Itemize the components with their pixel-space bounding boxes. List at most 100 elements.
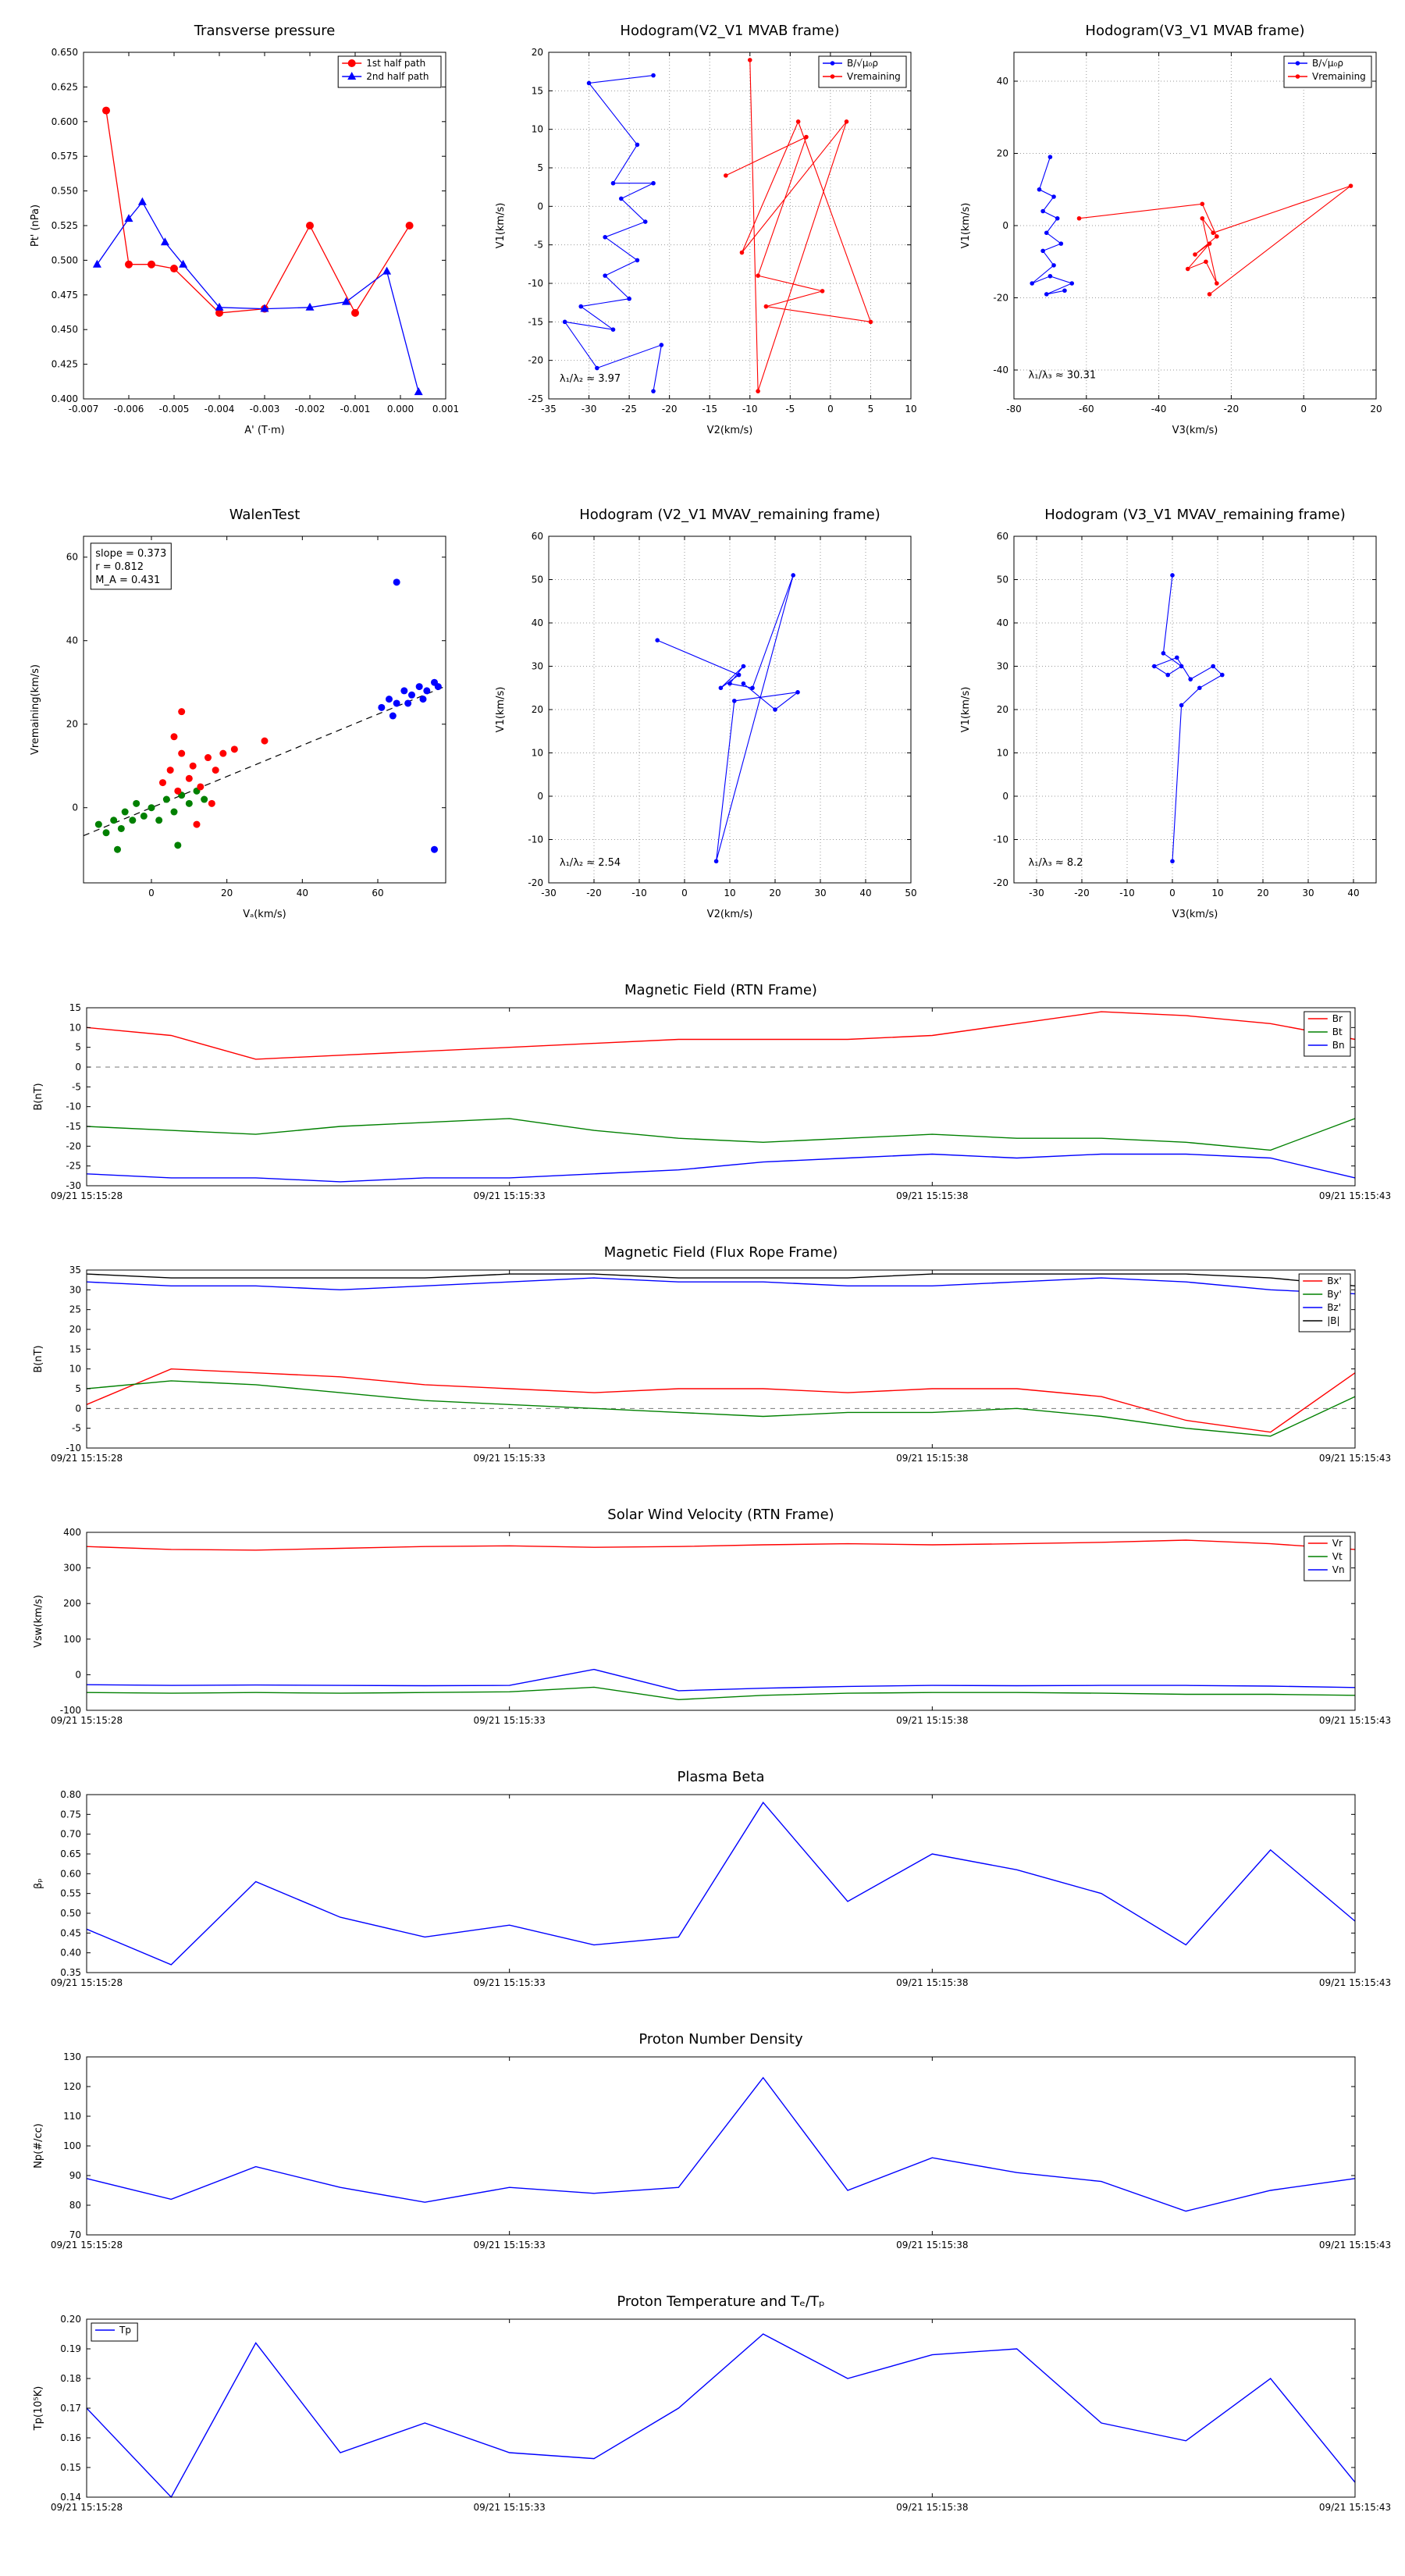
svg-text:110: 110	[63, 2111, 81, 2122]
svg-text:130: 130	[63, 2051, 81, 2062]
svg-text:10: 10	[532, 748, 543, 759]
svg-text:09/21 15:15:33: 09/21 15:15:33	[474, 1715, 546, 1726]
svg-text:V1(km/s): V1(km/s)	[960, 203, 972, 249]
svg-text:-10: -10	[528, 278, 543, 289]
svg-text:Vremaining: Vremaining	[847, 71, 901, 82]
svg-text:09/21 15:15:33: 09/21 15:15:33	[474, 1977, 546, 1988]
svg-text:20: 20	[997, 704, 1008, 715]
chart-hodogram-v2v1-mvab: Hodogram(V2_V1 MVAB frame) -35 -30 -25 -20-…	[477, 20, 927, 449]
svg-text:35: 35	[69, 1265, 81, 1276]
svg-text:20: 20	[1370, 404, 1382, 415]
svg-text:30: 30	[814, 888, 826, 898]
chart-title: Magnetic Field (Flux Rope Frame)	[603, 1244, 838, 1261]
svg-text:70: 70	[69, 2229, 81, 2240]
svg-text:V2(km/s): V2(km/s)	[707, 425, 753, 436]
chart-plot-magnetic-field-rtn: 09/21 15:15:28 09/21 15:15:33 09/21 15:15:…	[5, 1002, 1400, 1212]
chart-title: Solar Wind Velocity (RTN Frame)	[607, 1507, 834, 1523]
svg-text:10: 10	[997, 748, 1008, 759]
svg-text:-0.006: -0.006	[114, 404, 144, 415]
svg-text:09/21 15:15:38: 09/21 15:15:38	[896, 1715, 968, 1726]
svg-text:10: 10	[69, 1364, 81, 1375]
svg-text:30: 30	[69, 1284, 81, 1295]
svg-text:20: 20	[66, 719, 78, 730]
chart-hodogram-v3v1-mvab: Hodogram(V3_V1 MVAB frame) -80 -60 -40 -20 0…	[942, 20, 1392, 449]
svg-text:40: 40	[859, 888, 871, 898]
svg-text:-15: -15	[702, 404, 717, 415]
svg-text:09/21 15:15:33: 09/21 15:15:33	[474, 1453, 546, 1464]
svg-text:2nd half path: 2nd half path	[366, 71, 429, 82]
svg-text:20: 20	[532, 47, 543, 58]
svg-text:0.550: 0.550	[52, 186, 78, 197]
svg-text:100: 100	[63, 2140, 81, 2151]
svg-text:0.55: 0.55	[60, 1888, 81, 1899]
svg-text:0.001: 0.001	[432, 404, 459, 415]
svg-text:Tp: Tp	[119, 2325, 131, 2336]
svg-text:λ₁/λ₂ ≈ 3.97: λ₁/λ₂ ≈ 3.97	[560, 373, 621, 385]
svg-text:V3(km/s): V3(km/s)	[1172, 425, 1218, 436]
svg-text:Bt: Bt	[1332, 1026, 1343, 1037]
svg-text:1st half path: 1st half path	[366, 58, 425, 69]
svg-text:-20: -20	[993, 877, 1008, 888]
svg-text:60: 60	[372, 888, 383, 898]
svg-text:Vsw(km/s): Vsw(km/s)	[33, 1595, 44, 1648]
svg-text:-40: -40	[993, 365, 1008, 375]
svg-text:-5: -5	[534, 240, 543, 251]
svg-text:-30: -30	[582, 404, 597, 415]
svg-text:0.18: 0.18	[60, 2373, 81, 2384]
chart-plot-hodogram-v2v1-mvav: -30 -20 -10 0 10 20 30 40 50 -20 -10 0 10 20 30 40 50 60 V…	[477, 527, 927, 933]
svg-text:-80: -80	[1006, 404, 1022, 415]
svg-text:B/√μ₀ρ: B/√μ₀ρ	[1312, 58, 1343, 69]
svg-text:-35: -35	[541, 404, 557, 415]
svg-text:Vn: Vn	[1332, 1564, 1345, 1575]
svg-text:5: 5	[75, 1042, 81, 1053]
svg-text:90: 90	[69, 2170, 81, 2181]
chart-title: Hodogram(V2_V1 MVAB frame)	[620, 23, 840, 39]
svg-text:0: 0	[148, 888, 155, 898]
svg-text:-0.005: -0.005	[159, 404, 190, 415]
svg-text:40: 40	[997, 617, 1008, 628]
row-top: Transverse pressure -0.007 -0.006 -0.005 -0…	[12, 20, 1392, 449]
svg-text:βₚ: βₚ	[33, 1878, 44, 1889]
svg-text:09/21 15:15:38: 09/21 15:15:38	[896, 1453, 968, 1464]
svg-text:15: 15	[532, 85, 543, 96]
svg-text:15: 15	[69, 1343, 81, 1354]
svg-text:0.40: 0.40	[60, 1948, 81, 1959]
svg-text:20: 20	[769, 888, 781, 898]
svg-text:60: 60	[997, 531, 1008, 542]
svg-text:30: 30	[1302, 888, 1314, 898]
svg-text:0.15: 0.15	[60, 2462, 81, 2473]
svg-text:Vremaining(km/s): Vremaining(km/s)	[30, 664, 41, 755]
chart-plot-hodogram-v2v1-mvab: -35 -30 -25 -20 -15 -10 -5 0 5 10 -25 -20 -15 -10 -5 0 5…	[477, 43, 927, 449]
svg-text:-20: -20	[586, 888, 602, 898]
svg-text:Np(#/cc): Np(#/cc)	[33, 2123, 44, 2169]
chart-title: Proton Number Density	[638, 2031, 803, 2048]
svg-text:Pt' (nPa): Pt' (nPa)	[30, 205, 41, 247]
svg-text:0: 0	[75, 1669, 81, 1680]
svg-text:Bn: Bn	[1332, 1040, 1345, 1051]
svg-text:0.14: 0.14	[60, 2492, 81, 2503]
svg-text:09/21 15:15:43: 09/21 15:15:43	[1319, 2502, 1391, 2513]
svg-text:09/21 15:15:28: 09/21 15:15:28	[51, 1977, 123, 1988]
svg-text:300: 300	[63, 1563, 81, 1574]
svg-text:-10: -10	[993, 834, 1008, 845]
svg-text:0: 0	[537, 791, 543, 802]
svg-text:0.650: 0.650	[52, 47, 78, 58]
svg-text:-15: -15	[528, 316, 543, 327]
svg-text:120: 120	[63, 2081, 81, 2092]
svg-text:20: 20	[221, 888, 233, 898]
svg-text:V1(km/s): V1(km/s)	[495, 687, 507, 733]
svg-text:Br: Br	[1332, 1013, 1343, 1024]
svg-text:0.50: 0.50	[60, 1908, 81, 1919]
svg-text:-0.004: -0.004	[205, 404, 235, 415]
svg-text:5: 5	[537, 162, 543, 173]
svg-text:0.80: 0.80	[60, 1789, 81, 1800]
svg-text:09/21 15:15:38: 09/21 15:15:38	[896, 2240, 968, 2250]
svg-text:-25: -25	[621, 404, 637, 415]
svg-text:09/21 15:15:43: 09/21 15:15:43	[1319, 1715, 1391, 1726]
svg-text:0: 0	[75, 1062, 81, 1073]
svg-text:B(nT): B(nT)	[33, 1083, 44, 1110]
svg-text:5: 5	[75, 1383, 81, 1394]
svg-text:0.35: 0.35	[60, 1967, 81, 1978]
chart-title: Hodogram(V3_V1 MVAB frame)	[1085, 23, 1305, 39]
